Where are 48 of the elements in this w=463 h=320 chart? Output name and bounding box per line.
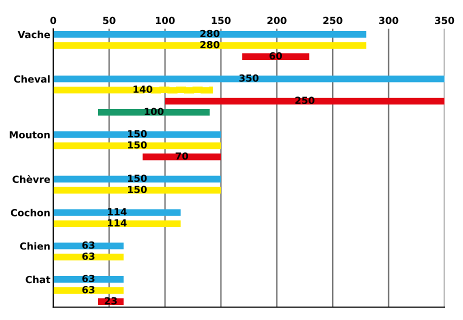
- bar: [53, 254, 124, 260]
- bar: [53, 131, 221, 138]
- bar: [53, 242, 124, 250]
- y-tick-label: Cheval: [14, 75, 50, 83]
- data-label: 250: [295, 96, 314, 104]
- data-label: 280: [200, 30, 220, 38]
- data-label: 114: [108, 208, 127, 216]
- y-tick-label: Vache: [18, 30, 50, 38]
- x-tick-label: 100: [156, 16, 175, 24]
- bar: [53, 186, 221, 194]
- data-label: 63: [82, 241, 94, 249]
- data-label: 114: [108, 219, 127, 226]
- y-tick-label: Mouton: [10, 131, 50, 138]
- bar: [53, 142, 221, 150]
- data-label: 350: [239, 74, 259, 82]
- data-label: 63: [82, 274, 94, 282]
- bar: [53, 176, 221, 182]
- data-label: 100: [144, 108, 164, 116]
- data-label: 280: [200, 40, 220, 48]
- data-label: 63: [82, 252, 94, 260]
- annotation: 140: [134, 86, 152, 93]
- bar: [142, 154, 221, 160]
- data-label: 23: [104, 297, 117, 304]
- x-tick-label: 0: [50, 16, 56, 24]
- x-tick-label: 300: [379, 16, 398, 24]
- bar: [53, 287, 124, 294]
- bar: [53, 42, 366, 49]
- data-label: 150: [128, 130, 147, 138]
- y-tick-label: Chat: [26, 276, 50, 284]
- y-tick-label: Chèvre: [12, 175, 50, 183]
- x-tick-label: 150: [212, 16, 231, 24]
- x-tick-label: 350: [434, 16, 454, 24]
- bar: [53, 76, 444, 82]
- bar: [53, 209, 181, 216]
- data-label: 150: [128, 186, 147, 194]
- data-label: 70: [176, 152, 188, 160]
- y-tick-label: Chien: [20, 242, 50, 250]
- x-tick-label: 250: [323, 16, 342, 24]
- y-tick-label: Cochon: [10, 208, 50, 216]
- data-label: 60: [270, 52, 282, 60]
- data-label: 150: [128, 141, 147, 149]
- x-tick-label: 200: [267, 16, 286, 24]
- bar: [53, 31, 366, 38]
- bar: [53, 220, 181, 228]
- data-label: 63: [82, 286, 94, 294]
- bar: [165, 98, 444, 105]
- data-label: 150: [128, 174, 147, 182]
- x-tick-label: 50: [103, 16, 116, 24]
